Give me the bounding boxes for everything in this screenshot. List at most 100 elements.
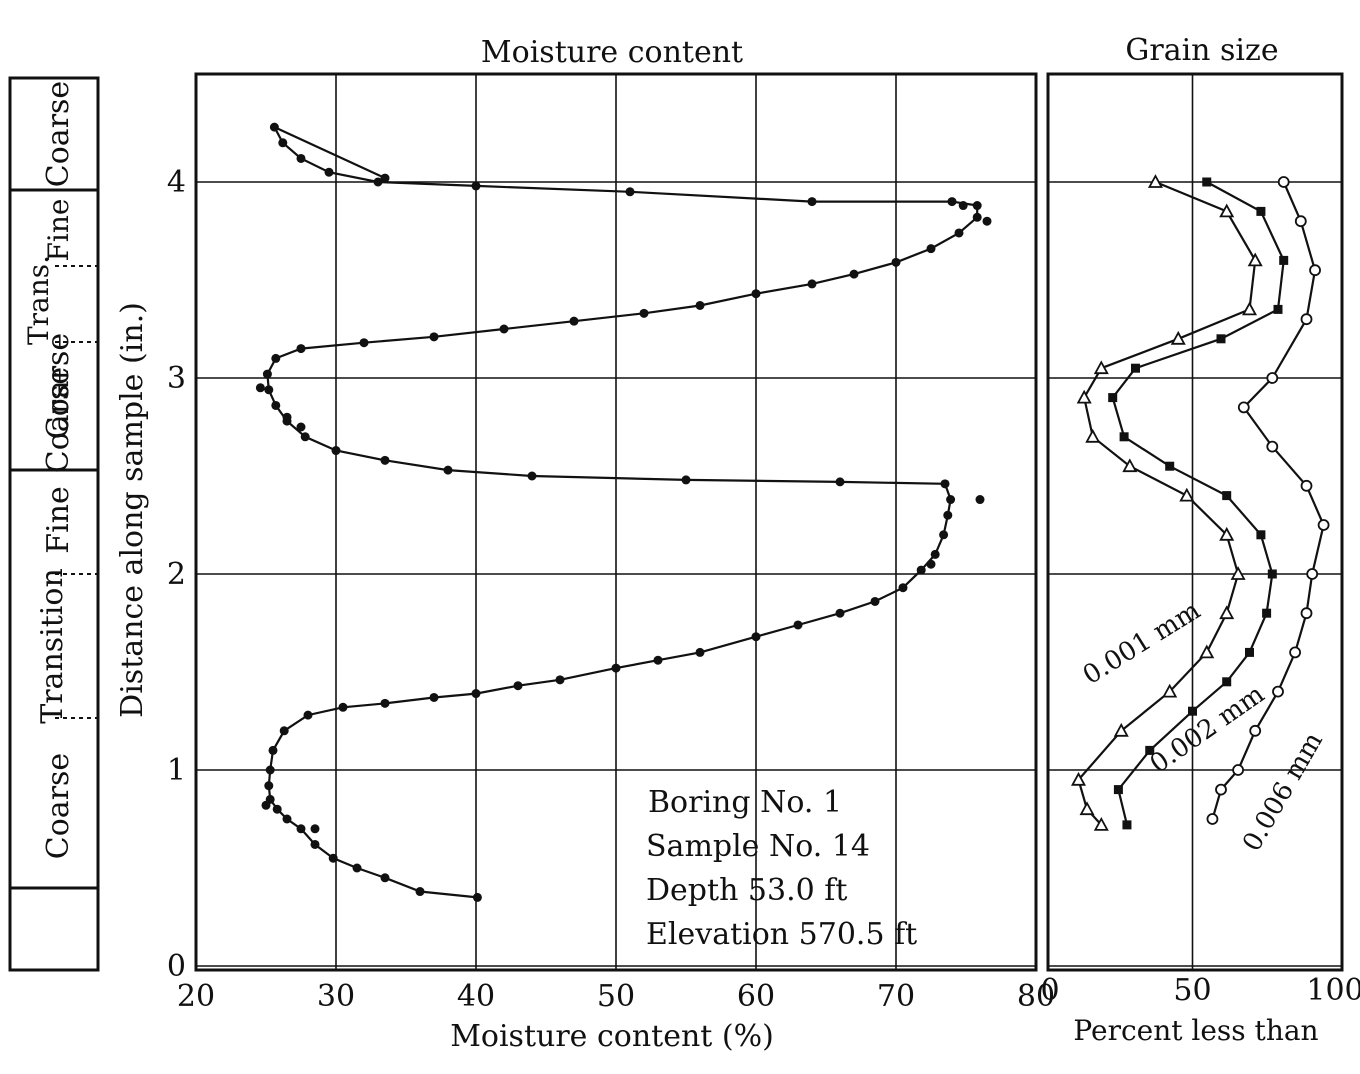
moisture-data-point [261,800,271,810]
moisture-data-point [310,824,320,834]
grain-size-data-point [1165,461,1175,471]
moisture-data-point [272,804,282,814]
moisture-data-point [939,530,949,540]
strip-label-coarse: Coarse [41,367,76,473]
grain-size-data-point [1256,206,1266,216]
grain-size-data-point [1317,519,1330,531]
grain-size-data-point [1245,647,1254,657]
grain-size-data-point [1230,566,1246,580]
moisture-data-point [947,197,957,207]
moisture-data-point [380,455,390,465]
moisture-data-point [300,432,310,442]
moisture-data-point [639,308,649,318]
soil-strip: Coarse Fine Trans. Coarse Coarse Fine Tr… [8,76,100,972]
grain-size-data-point [1266,372,1279,384]
moisture-data-point [324,167,334,177]
moisture-data-point [926,244,936,254]
moisture-plot-frame [194,72,1038,972]
grain-size-data-point [1093,817,1109,831]
moisture-data-point [282,814,292,824]
moisture-data-points [255,122,992,902]
moisture-data-point [271,400,281,410]
moisture-data-point [271,353,281,363]
grain-size-data-point [1145,745,1155,755]
grain-size-x-axis-label: Percent less than [1073,1014,1318,1047]
moisture-data-point [513,681,523,691]
moisture-data-point [870,596,880,606]
moisture-y-tick-labels: 0 1 2 3 4 [167,165,186,984]
grain-size-plot-frame [1046,72,1344,972]
moisture-data-point [380,698,390,708]
grain-size-data-point [1273,304,1283,314]
grain-size-data-point [1093,360,1109,375]
moisture-data-point [611,663,621,673]
grain-size-data-point [1085,428,1101,443]
moisture-data-point [946,495,956,505]
grain-size-data-point [1076,389,1092,404]
grain-size-data-point [1179,487,1195,502]
moisture-data-point [415,887,425,897]
moisture-data-point [262,369,272,379]
grain-size-data-point [1241,301,1258,316]
moisture-data-point [751,289,761,299]
moisture-data-point [265,765,275,775]
strip-label-trans: Trans. [22,255,55,345]
moisture-x-axis-label: Moisture content (%) [450,1019,774,1054]
grain-size-data-point [1237,401,1250,414]
moisture-data-point [352,863,362,873]
moisture-data-point [373,177,383,187]
moisture-data-point [972,201,982,211]
grain-size-chart-title: Grain size [1125,33,1278,68]
grain-size-data-point [1170,330,1186,345]
annotation-boring: Boring No. 1 [648,785,842,820]
strip-frame [8,76,100,972]
moisture-data-point [930,549,940,559]
grain-size-data-point [1277,176,1290,188]
strip-label-transition: Transition [35,568,70,724]
moisture-data-point [982,216,992,226]
moisture-data-point [310,839,320,849]
moisture-data-point [264,385,274,395]
grain-size-data-point [1113,785,1123,795]
grain-size-data-point [1309,264,1321,277]
grain-size-grid [1048,74,1342,970]
strip-label-coarse: Coarse [41,333,76,439]
moisture-data-point [835,477,845,487]
grain-size-data-point [1131,363,1140,373]
moisture-y-axis-label: Distance along sample (in.) [115,302,150,718]
moisture-data-point [975,495,985,505]
grain-size-x-tick-labels: 0 50 100 [1040,973,1360,1008]
moisture-y-tick-label: 3 [167,361,186,396]
moisture-x-tick-label: 60 [737,979,775,1014]
grain-size-data-point [1267,569,1277,579]
annotation-sample: Sample No. 14 [646,829,870,864]
grain-size-data-point [1147,174,1163,188]
grain-size-data-point [1162,683,1178,698]
moisture-data-point [471,181,481,191]
moisture-data-point [807,279,817,289]
moisture-data-point [499,324,509,334]
moisture-data-point [793,620,803,630]
moisture-data-point [891,257,901,267]
grain-size-data-point [1108,393,1118,403]
moisture-data-point [555,675,565,685]
curve-label-0006mm: 0.006 mm [1237,727,1329,856]
grain-size-data-point [1215,783,1227,796]
moisture-data-point [264,781,274,791]
grain-size-x-tick-label: 50 [1173,973,1211,1008]
grain-size-data-point [1256,530,1266,540]
grain-size-data-point [1266,440,1279,453]
annotation-depth: Depth 53.0 ft [646,873,847,908]
moisture-data-point [807,197,817,207]
grain-size-data-point [1079,801,1095,816]
grain-size-data-point [1300,607,1313,620]
moisture-data-point [972,212,982,222]
moisture-data-point [471,689,481,699]
grain-size-data-point [1247,252,1263,267]
moisture-data-point [681,475,691,485]
grain-size-data-point [1232,764,1244,776]
grain-size-x-tick-label: 0 [1040,973,1059,1008]
strip-label-coarse: Coarse [41,753,76,859]
moisture-data-point [958,201,968,211]
grain-size-x-tick-label: 100 [1306,973,1360,1008]
